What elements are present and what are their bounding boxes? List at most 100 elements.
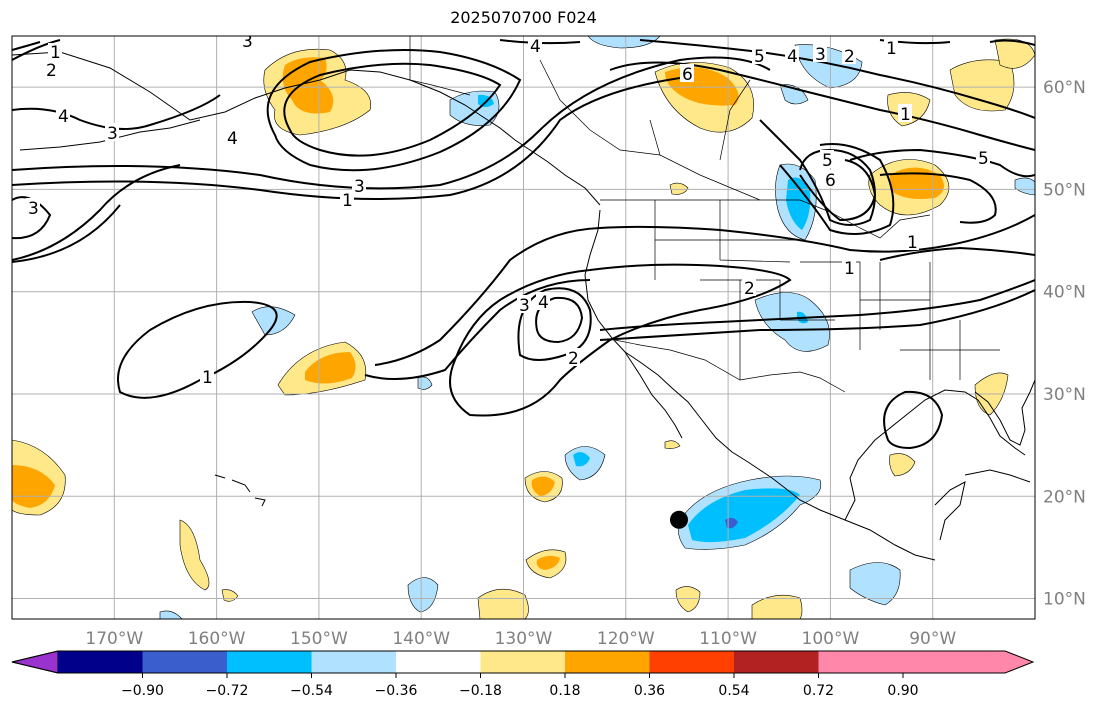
contour-line <box>879 172 997 224</box>
positive-anomaly-core <box>531 476 555 496</box>
negative-anomaly-area <box>779 84 809 105</box>
hawaii-islands <box>214 474 266 507</box>
contour-line <box>639 39 1035 119</box>
lon-tick-label: 150°W <box>290 629 348 649</box>
positive-anomaly-area <box>889 453 916 477</box>
contour-label: 3 <box>815 45 826 65</box>
positive-anomaly-core <box>305 352 356 384</box>
map-title: 2025070700 F024 <box>450 8 597 27</box>
coastline-florida <box>974 379 1035 446</box>
longitude-labels: 170°W 160°W 150°W 140°W 130°W 120°W 110°W 100°W… <box>85 629 956 649</box>
contour-line <box>779 143 895 235</box>
positive-anomaly-area <box>669 182 689 195</box>
contour-label: 4 <box>538 293 549 313</box>
positive-anomaly-core <box>282 57 334 114</box>
contour-label: 4 <box>227 129 238 149</box>
contour-line <box>12 77 681 200</box>
contour-label: 1 <box>886 39 897 59</box>
canada-province-borders <box>539 59 761 201</box>
negative-anomaly-area <box>407 577 439 613</box>
lon-tick-label: 120°W <box>597 629 655 649</box>
contour-line <box>12 164 181 263</box>
negative-anomaly-core <box>688 488 800 543</box>
border-us-canada <box>600 199 931 239</box>
contour-label: 6 <box>825 171 836 191</box>
colorbar-tick-label: 0.18 <box>549 683 580 699</box>
contour-label: 3 <box>242 32 253 52</box>
lat-tick-label: 20°N <box>1043 487 1086 507</box>
contour-label: 2 <box>844 47 855 67</box>
positive-anomaly-area <box>675 586 701 613</box>
coastline-alaska <box>12 51 601 206</box>
contour-label: 4 <box>58 107 69 127</box>
contour-label: 3 <box>519 296 530 316</box>
colorbar-segment <box>227 651 312 673</box>
colorbar <box>11 650 1035 674</box>
map-frame <box>11 35 1036 620</box>
coastline-aleutians <box>19 119 201 151</box>
contour-line <box>266 49 522 172</box>
contour-line <box>117 300 278 399</box>
colorbar-tick-label: −0.90 <box>121 683 164 699</box>
contour-label: 1 <box>342 191 353 211</box>
lat-tick-label: 50°N <box>1043 180 1086 200</box>
contour-label: 5 <box>754 47 765 67</box>
colorbar-outline <box>11 650 1035 674</box>
contour-line <box>374 214 1035 366</box>
positive-anomaly-area <box>179 519 210 591</box>
colorbar-segment <box>649 651 735 673</box>
negative-anomaly-core <box>573 452 590 467</box>
colorbar-segment <box>58 651 143 673</box>
lon-tick-label: 100°W <box>802 629 860 649</box>
contour-label: 1 <box>50 43 61 63</box>
lon-tick-label: 110°W <box>699 629 757 649</box>
lat-tick-label: 30°N <box>1043 385 1086 405</box>
colorbar-tick-label: 0.54 <box>718 683 749 699</box>
contour-lines <box>12 39 1035 450</box>
lon-tick-label: 140°W <box>392 629 450 649</box>
positive-anomaly-area <box>477 588 529 619</box>
contour-line <box>883 390 944 450</box>
colorbar-segment <box>565 651 650 673</box>
lon-tick-label: 90°W <box>909 629 956 649</box>
coastline-baja <box>624 351 683 439</box>
lon-tick-label: 160°W <box>188 629 246 649</box>
contour-label: 3 <box>107 124 118 144</box>
colorbar-arrow-low <box>11 650 59 674</box>
lat-tick-label: 60°N <box>1043 78 1086 98</box>
lon-tick-label: 170°W <box>85 629 143 649</box>
contour-label: 6 <box>682 65 693 85</box>
contour-line <box>609 61 1035 151</box>
contour-label: 5 <box>978 149 989 169</box>
contour-line <box>849 148 1035 178</box>
colorbar-arrow-high <box>818 651 1033 673</box>
negative-anomaly-area <box>159 610 183 619</box>
contour-line <box>283 62 502 157</box>
contour-label: 2 <box>568 349 579 369</box>
contour-label: 2 <box>46 61 57 81</box>
positive-anomaly-core <box>536 555 560 570</box>
colorbar-tick-label: 0.72 <box>803 683 834 699</box>
lat-tick-label: 40°N <box>1043 283 1086 303</box>
contour-label: 1 <box>202 368 213 388</box>
contour-label: 4 <box>787 47 798 67</box>
negative-anomaly-area <box>251 306 296 336</box>
graticule <box>12 36 1035 619</box>
negative-anomaly-area <box>1014 177 1035 196</box>
contour-label: 3 <box>28 199 39 219</box>
colorbar-tick-label: 0.90 <box>887 683 918 699</box>
coastline-gulf <box>844 389 1026 521</box>
coastlines <box>12 51 1035 561</box>
contour-line <box>599 279 1035 331</box>
contour-line <box>879 246 1035 261</box>
positive-anomaly-area <box>664 440 681 449</box>
colorbar-tick-label: −0.54 <box>290 683 333 699</box>
colorbar-segment <box>311 651 397 673</box>
border-alaska-canada <box>409 36 471 96</box>
location-marker <box>669 510 688 529</box>
positive-anomaly-area <box>751 594 803 619</box>
colorbar-segment <box>480 651 566 673</box>
negative-anomaly-core <box>786 177 811 230</box>
contour-labels: 1 2 3 4 3 4 1 3 3 1 3 4 2 2 1 4 6 5 4 3 … <box>26 32 990 388</box>
lon-tick-label: 130°W <box>495 629 553 649</box>
